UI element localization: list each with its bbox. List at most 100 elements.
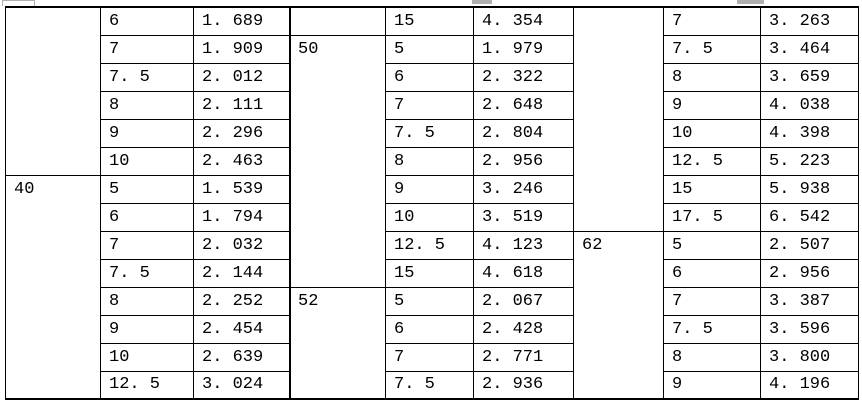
- value-cell: 2. 296: [193, 118, 291, 148]
- value-cell: 1. 539: [193, 174, 291, 204]
- value-cell: 2. 804: [473, 118, 574, 148]
- table-row: 9 3. 246: [290, 174, 574, 204]
- value-cell: 2. 507: [760, 230, 859, 260]
- value-cell: 2. 012: [193, 62, 291, 92]
- size-cell: 7. 5: [100, 62, 194, 92]
- table-row: 9 2. 296: [6, 118, 291, 148]
- table-row: 12. 5 3. 024: [6, 370, 291, 400]
- table-section-left: 6 1. 689 7 1. 909 7. 5 2. 012 8 2. 111 9 2. 296 10…: [5, 6, 291, 400]
- table-row: 8 2. 111: [6, 90, 291, 120]
- table-row: 12. 5 4. 123: [290, 230, 574, 260]
- size-cell: 12. 5: [663, 146, 761, 176]
- size-cell: 7. 5: [663, 34, 761, 64]
- size-cell: 6: [385, 62, 474, 92]
- table-row: 17. 5 6. 542: [574, 202, 859, 232]
- table-row: 7. 5 2. 804: [290, 118, 574, 148]
- size-cell: 7. 5: [663, 314, 761, 344]
- size-cell: 8: [385, 146, 474, 176]
- value-cell: 2. 463: [193, 146, 291, 176]
- table-row: 7 2. 032: [6, 230, 291, 260]
- size-cell: 9: [100, 118, 194, 148]
- size-cell: 8: [100, 90, 194, 120]
- value-cell: 3. 596: [760, 314, 859, 344]
- value-cell: 2. 322: [473, 62, 574, 92]
- value-cell: 2. 252: [193, 286, 291, 316]
- table-row: 6 2. 428: [290, 314, 574, 344]
- size-cell: 15: [663, 174, 761, 204]
- table-row: 7 3. 263: [573, 6, 859, 232]
- table-row: 7 2. 771: [290, 342, 574, 372]
- table-row: 8 2. 252: [6, 286, 291, 316]
- table-row: 15 4. 618: [290, 258, 574, 288]
- size-cell: 7. 5: [100, 258, 194, 288]
- size-cell: 8: [663, 62, 761, 92]
- value-cell: 4. 354: [473, 6, 574, 36]
- table-row: 10 4. 398: [574, 118, 859, 148]
- size-cell: 5: [663, 230, 761, 260]
- value-cell: 2. 956: [473, 146, 574, 176]
- value-cell: 2. 648: [473, 90, 574, 120]
- size-cell: 7. 5: [385, 118, 474, 148]
- table-row: 8 3. 800: [574, 342, 859, 372]
- size-cell: 7: [385, 342, 474, 372]
- value-cell: 2. 428: [473, 314, 574, 344]
- table-row: 6 2. 956: [574, 258, 859, 288]
- table-row: 10 2. 463: [6, 146, 291, 176]
- table-row: 9 2. 454: [6, 314, 291, 344]
- size-cell: 7: [663, 286, 761, 316]
- value-cell: 1. 979: [473, 34, 574, 64]
- value-cell: 4. 038: [760, 90, 859, 120]
- value-cell: 4. 398: [760, 118, 859, 148]
- table-row: 40 5 1. 539: [5, 174, 291, 400]
- group-label-cell: 52: [289, 286, 386, 400]
- table-row: 9 4. 038: [574, 90, 859, 120]
- cropped-row-remnant-right: [737, 0, 764, 4]
- value-cell: 2. 032: [193, 230, 291, 260]
- value-cell: 5. 223: [760, 146, 859, 176]
- value-cell: 1. 909: [193, 34, 291, 64]
- value-cell: 2. 936: [473, 370, 574, 400]
- size-cell: 7: [100, 34, 194, 64]
- size-cell: 10: [100, 146, 194, 176]
- value-cell: 1. 794: [193, 202, 291, 232]
- size-cell: 8: [663, 342, 761, 372]
- value-cell: 2. 067: [473, 286, 574, 316]
- table-row: 7. 5 2. 936: [290, 370, 574, 400]
- table-row: 52 5 2. 067: [289, 286, 574, 400]
- size-cell: 5: [385, 286, 474, 316]
- value-cell: 6. 542: [760, 202, 859, 232]
- table-row: 62 5 2. 507: [573, 230, 859, 400]
- table-section-middle: 15 4. 354 50 5 1. 979 6 2. 322 7 2. 648 7. 5 2. 80…: [289, 6, 574, 400]
- cropped-row-remnant-middle: [472, 0, 492, 4]
- table-row: 6 1. 689: [5, 6, 291, 176]
- table-section-right: 7 3. 263 7. 5 3. 464 8 3. 659 9 4. 038 10 4. 398 1…: [573, 6, 859, 400]
- size-cell: 6: [100, 6, 194, 36]
- value-cell: 3. 800: [760, 342, 859, 372]
- value-cell: 4. 123: [473, 230, 574, 260]
- value-cell: 3. 464: [760, 34, 859, 64]
- value-cell: 3. 387: [760, 286, 859, 316]
- size-cell: 9: [100, 314, 194, 344]
- value-cell: 3. 659: [760, 62, 859, 92]
- size-cell: 6: [100, 202, 194, 232]
- size-cell: 9: [663, 370, 761, 400]
- size-cell: 6: [385, 314, 474, 344]
- size-cell: 5: [100, 174, 194, 204]
- size-cell: 15: [385, 6, 474, 36]
- value-cell: 4. 618: [473, 258, 574, 288]
- table-row: 9 4. 196: [574, 370, 859, 400]
- value-cell: 2. 639: [193, 342, 291, 372]
- size-cell: 12. 5: [385, 230, 474, 260]
- group-label-cell: 62: [573, 230, 664, 400]
- size-cell: 10: [385, 202, 474, 232]
- value-cell: 3. 024: [193, 370, 291, 400]
- size-cell: 15: [385, 258, 474, 288]
- table-row: 6 1. 794: [6, 202, 291, 232]
- size-cell: 9: [385, 174, 474, 204]
- group-label-cell: 50: [289, 34, 386, 288]
- value-cell: 3. 246: [473, 174, 574, 204]
- group-label-cell: [289, 6, 386, 36]
- size-cell: 6: [663, 258, 761, 288]
- size-cell: 7: [663, 6, 761, 36]
